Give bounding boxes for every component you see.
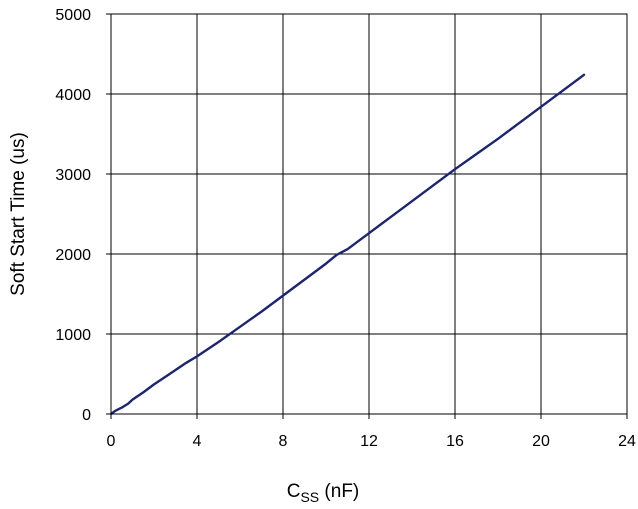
x-axis-label-main: C bbox=[287, 481, 301, 502]
y-tick-label: 5000 bbox=[55, 7, 91, 24]
x-axis-label: CSS (nF) bbox=[287, 481, 360, 505]
y-tick-labels: 0 1000 2000 3000 4000 5000 bbox=[55, 7, 91, 424]
x-axis-label-subscript: SS bbox=[300, 489, 319, 505]
axis-ticks bbox=[106, 13, 628, 419]
y-tick-label: 0 bbox=[82, 407, 91, 424]
x-axis-label-unit: (nF) bbox=[319, 481, 359, 502]
y-tick-label: 2000 bbox=[55, 247, 91, 264]
y-axis-label: Soft Start Time (us) bbox=[8, 132, 29, 296]
y-tick-label: 4000 bbox=[55, 87, 91, 104]
x-tick-labels: 0 4 8 12 16 20 24 bbox=[107, 433, 636, 450]
grid bbox=[111, 14, 627, 414]
y-tick-label: 3000 bbox=[55, 167, 91, 184]
x-tick-label: 16 bbox=[446, 433, 464, 450]
x-tick-label: 12 bbox=[360, 433, 378, 450]
x-tick-label: 8 bbox=[279, 433, 288, 450]
plot-frame bbox=[110, 13, 628, 415]
series-line bbox=[109, 73, 586, 416]
x-tick-label: 0 bbox=[107, 433, 116, 450]
series-group bbox=[109, 73, 586, 416]
x-tick-label: 4 bbox=[193, 433, 202, 450]
y-tick-label: 1000 bbox=[55, 327, 91, 344]
x-tick-label: 20 bbox=[532, 433, 550, 450]
x-tick-label: 24 bbox=[618, 433, 636, 450]
